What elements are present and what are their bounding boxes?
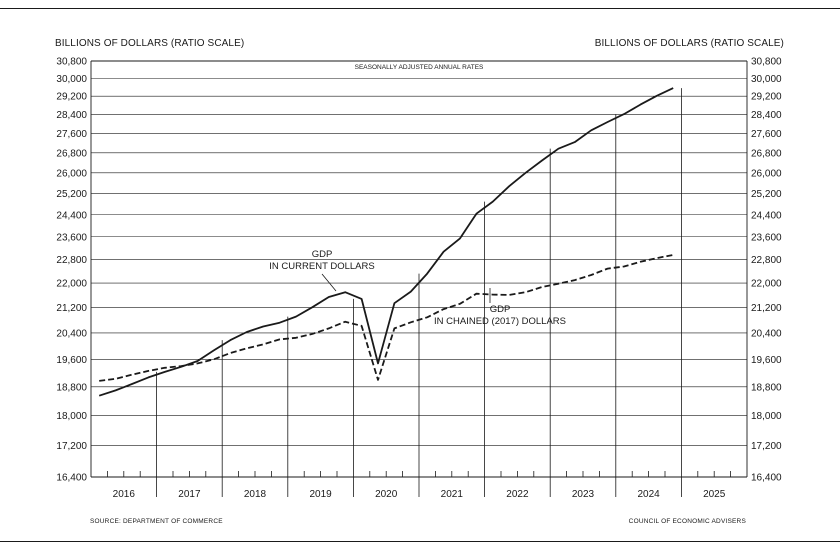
x-tick-label: 2025 <box>703 489 726 500</box>
y-tick-label-right: 20,400 <box>751 328 782 339</box>
y-tick-label-left: 26,800 <box>56 148 87 159</box>
series-label-chained: GDP <box>490 304 511 315</box>
x-tick-label: 2020 <box>375 489 398 500</box>
y-tick-label-left: 28,400 <box>56 110 87 121</box>
bottom-rule <box>0 541 840 542</box>
y-tick-label-right: 19,600 <box>751 355 782 366</box>
label-leader-line <box>321 273 337 292</box>
y-tick-label-left: 22,000 <box>56 279 87 290</box>
y-tick-label-right: 18,800 <box>751 382 782 393</box>
y-tick-label-left: 21,200 <box>56 303 87 314</box>
y-tick-label-left: 30,800 <box>56 57 87 68</box>
y-tick-label-right: 28,400 <box>751 110 782 121</box>
x-tick-label: 2022 <box>506 489 529 500</box>
x-tick-label: 2021 <box>441 489 464 500</box>
y-tick-label-right: 24,400 <box>751 210 782 221</box>
x-tick-label: 2016 <box>113 489 136 500</box>
series-label-current: GDP <box>312 249 333 260</box>
series-label-current: IN CURRENT DOLLARS <box>269 261 374 272</box>
x-tick-label: 2023 <box>572 489 595 500</box>
y-tick-label-right: 29,200 <box>751 92 782 103</box>
y-tick-label-right: 30,800 <box>751 57 782 68</box>
y-tick-label-right: 30,000 <box>751 74 782 85</box>
y-tick-label-left: 27,600 <box>56 129 87 140</box>
source-note: SOURCE: DEPARTMENT OF COMMERCE <box>90 518 223 525</box>
y-tick-label-left: 25,200 <box>56 189 87 200</box>
y-tick-label-right: 22,800 <box>751 255 782 266</box>
y-tick-label-right: 25,200 <box>751 189 782 200</box>
y-tick-label-left: 16,400 <box>56 473 87 484</box>
y-tick-label-right: 26,000 <box>751 168 782 179</box>
y-tick-label-right: 21,200 <box>751 303 782 314</box>
top-rule <box>0 8 840 9</box>
y-tick-label-right: 23,600 <box>751 232 782 243</box>
series-line-chained-dollars <box>99 254 674 382</box>
y-tick-label-right: 17,200 <box>751 441 782 452</box>
y-tick-label-left: 18,000 <box>56 411 87 422</box>
y-tick-label-left: 18,800 <box>56 382 87 393</box>
chart-subtitle: SEASONALLY ADJUSTED ANNUAL RATES <box>355 64 484 71</box>
credit-note: COUNCIL OF ECONOMIC ADVISERS <box>628 518 746 525</box>
y-tick-label-left: 19,600 <box>56 355 87 366</box>
y-tick-label-right: 18,000 <box>751 411 782 422</box>
y-tick-label-right: 16,400 <box>751 473 782 484</box>
y-tick-label-left: 30,000 <box>56 74 87 85</box>
y-tick-label-right: 26,800 <box>751 148 782 159</box>
y-tick-label-right: 22,000 <box>751 279 782 290</box>
x-tick-label: 2018 <box>244 489 267 500</box>
y-tick-label-right: 27,600 <box>751 129 782 140</box>
left-axis-title: BILLIONS OF DOLLARS (RATIO SCALE) <box>55 38 245 49</box>
y-tick-label-left: 23,600 <box>56 232 87 243</box>
x-tick-label: 2024 <box>637 489 660 500</box>
right-axis-title: BILLIONS OF DOLLARS (RATIO SCALE) <box>594 38 784 49</box>
y-tick-label-left: 17,200 <box>56 441 87 452</box>
y-tick-label-left: 26,000 <box>56 168 87 179</box>
x-tick-label: 2019 <box>309 489 332 500</box>
y-tick-label-left: 22,800 <box>56 255 87 266</box>
x-tick-label: 2017 <box>178 489 201 500</box>
series-line-current-dollars <box>98 87 674 397</box>
y-tick-label-left: 29,200 <box>56 92 87 103</box>
y-tick-label-left: 24,400 <box>56 210 87 221</box>
series-label-chained: IN CHAINED (2017) DOLLARS <box>434 316 566 327</box>
y-tick-label-left: 20,400 <box>56 328 87 339</box>
